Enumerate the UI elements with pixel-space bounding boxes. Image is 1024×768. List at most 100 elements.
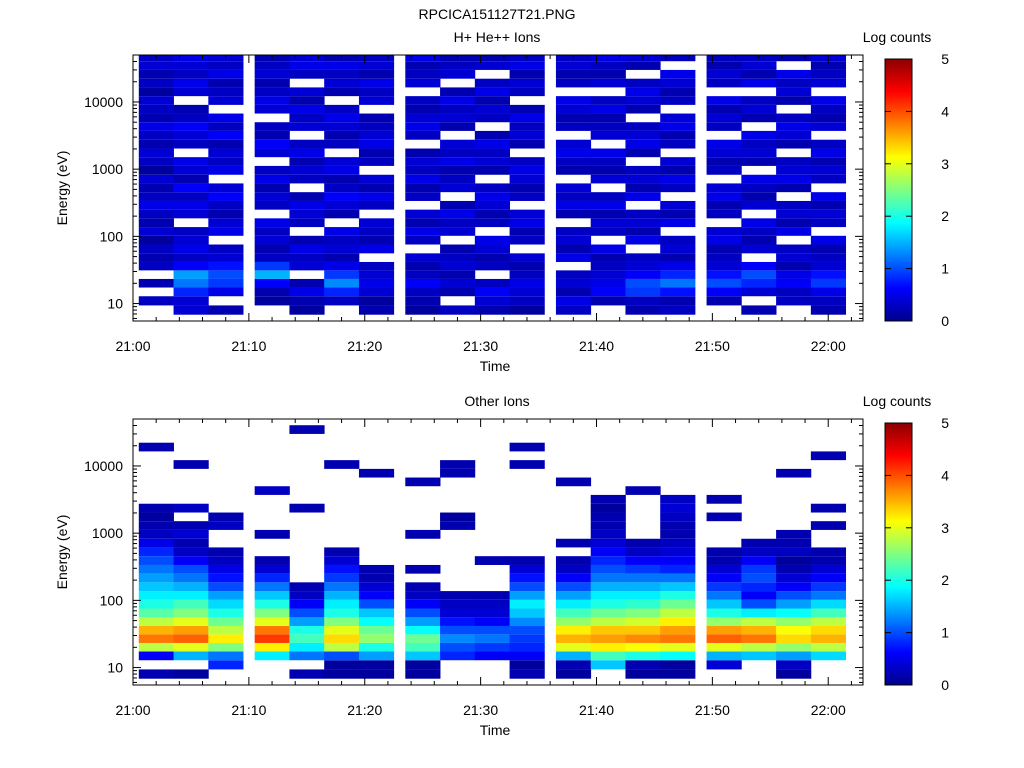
- heatmap-cell: [254, 130, 290, 140]
- heatmap-cell: [324, 261, 360, 271]
- heatmap-cell: [324, 287, 360, 297]
- heatmap-cell: [555, 599, 592, 609]
- heatmap-cell: [625, 270, 661, 279]
- heatmap-cell: [138, 183, 174, 193]
- heatmap-cell: [324, 130, 360, 140]
- heatmap-cell: [324, 104, 360, 114]
- heatmap-cell: [254, 608, 290, 618]
- heatmap-cell: [590, 278, 626, 288]
- heatmap-cell: [358, 599, 395, 609]
- heatmap-cell: [776, 642, 812, 652]
- heatmap-cell: [358, 61, 395, 70]
- heatmap-cell: [358, 200, 395, 210]
- heatmap-cell: [660, 253, 696, 262]
- heatmap-cell: [254, 486, 290, 495]
- heatmap-cell: [509, 591, 545, 600]
- heatmap-cell: [138, 148, 174, 158]
- heatmap-cell: [590, 165, 626, 175]
- heatmap-cell: [625, 634, 661, 643]
- heatmap-cell: [590, 227, 626, 236]
- heatmap-cell: [474, 253, 510, 262]
- heatmap-cell: [660, 617, 696, 626]
- heatmap-cell: [706, 634, 742, 643]
- heatmap-cell: [509, 442, 545, 452]
- heatmap-cell: [405, 261, 441, 271]
- y-tick-label: 10: [107, 296, 123, 312]
- heatmap-cell: [509, 660, 545, 670]
- heatmap-cell: [660, 200, 696, 210]
- heatmap-cell: [289, 218, 325, 228]
- heatmap-cell: [706, 660, 742, 670]
- heatmap-cell: [706, 625, 742, 635]
- heatmap-cell: [324, 573, 360, 583]
- heatmap-cell: [509, 287, 545, 297]
- heatmap-cell: [555, 113, 592, 123]
- heatmap-cell: [509, 617, 545, 626]
- heatmap-cell: [706, 104, 742, 114]
- heatmap-cell: [440, 625, 476, 635]
- heatmap-cell: [208, 261, 244, 271]
- x-tick-label: 21:00: [115, 702, 150, 718]
- heatmap-cell: [173, 69, 209, 79]
- heatmap-cell: [741, 113, 777, 123]
- heatmap-cell: [173, 573, 209, 583]
- heatmap-cell: [138, 564, 174, 574]
- heatmap-cell: [660, 139, 696, 149]
- heatmap-cell: [440, 122, 476, 131]
- heatmap-cell: [440, 183, 476, 193]
- heatmap-cell: [741, 538, 777, 548]
- heatmap-cell: [358, 55, 395, 62]
- heatmap-cell: [173, 460, 209, 469]
- heatmap-cell: [254, 96, 290, 105]
- heatmap-cell: [660, 270, 696, 279]
- heatmap-cell: [208, 209, 244, 219]
- colorbar-tick-label: 3: [941, 156, 949, 172]
- heatmap-cell: [254, 148, 290, 158]
- heatmap-cell: [324, 642, 360, 652]
- heatmap-cell: [741, 305, 777, 315]
- heatmap-cell: [810, 573, 847, 583]
- heatmap-cell: [625, 573, 661, 583]
- heatmap-cell: [324, 564, 360, 574]
- heatmap-cell: [810, 287, 847, 297]
- heatmap-cell: [138, 244, 174, 254]
- heatmap-cell: [660, 209, 696, 219]
- heatmap-cell: [660, 157, 696, 166]
- heatmap-cell: [173, 209, 209, 219]
- heatmap-cell: [405, 209, 441, 219]
- heatmap-cell: [254, 139, 290, 149]
- heatmap-cell: [706, 209, 742, 219]
- colorbar-tick-label: 1: [941, 625, 949, 641]
- heatmap-cell: [776, 582, 812, 592]
- heatmap-cell: [474, 591, 510, 600]
- heatmap-cell: [555, 591, 592, 600]
- heatmap-cell: [138, 642, 174, 652]
- heatmap-cell: [208, 96, 244, 105]
- heatmap-cell: [810, 235, 847, 245]
- heatmap-cell: [810, 122, 847, 131]
- heatmap-cell: [625, 183, 661, 193]
- heatmap-cell: [625, 617, 661, 626]
- heatmap-cell: [509, 235, 545, 245]
- heatmap-cell: [741, 608, 777, 618]
- heatmap-cell: [590, 113, 626, 123]
- heatmap-cell: [138, 165, 174, 175]
- heatmap-cell: [474, 642, 510, 652]
- heatmap-cell: [173, 529, 209, 539]
- heatmap-cell: [405, 253, 441, 262]
- heatmap-cell: [706, 556, 742, 565]
- heatmap-cell: [289, 209, 325, 219]
- heatmap-cell: [555, 608, 592, 618]
- heatmap-cell: [509, 174, 545, 184]
- heatmap-cell: [660, 130, 696, 140]
- heatmap-cell: [474, 261, 510, 271]
- heatmap-cell: [358, 122, 395, 131]
- heatmap-cell: [138, 78, 174, 88]
- heatmap-cell: [706, 253, 742, 262]
- heatmap-cell: [776, 556, 812, 565]
- heatmap-cell: [555, 477, 592, 487]
- heatmap-cell: [810, 174, 847, 184]
- heatmap-cell: [625, 104, 661, 114]
- heatmap-cell: [706, 200, 742, 210]
- heatmap-cell: [289, 634, 325, 643]
